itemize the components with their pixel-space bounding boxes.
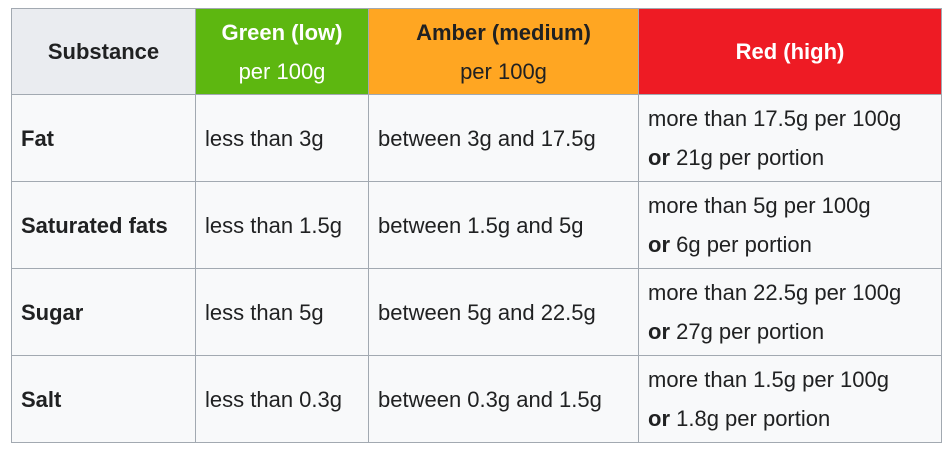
green-cell: less than 1.5g xyxy=(195,181,369,269)
header-red: Red (high) xyxy=(638,8,942,95)
amber-cell: between 0.3g and 1.5g xyxy=(368,355,639,443)
red-cell: more than 22.5g per 100g or 27g per port… xyxy=(638,268,942,356)
red-cell: more than 5g per 100g or 6g per portion xyxy=(638,181,942,269)
red-cell-portion: 1.8g per portion xyxy=(670,406,831,431)
amber-cell: between 3g and 17.5g xyxy=(368,94,639,182)
or-word: or xyxy=(648,232,670,257)
red-cell-line1: more than 22.5g per 100g xyxy=(648,280,902,305)
red-cell-portion: 21g per portion xyxy=(670,145,825,170)
red-cell-line1: more than 1.5g per 100g xyxy=(648,367,889,392)
amber-cell: between 1.5g and 5g xyxy=(368,181,639,269)
row-substance: Salt xyxy=(11,355,196,443)
red-cell: more than 1.5g per 100g or 1.8g per port… xyxy=(638,355,942,443)
row-substance: Saturated fats xyxy=(11,181,196,269)
green-cell: less than 3g xyxy=(195,94,369,182)
green-cell: less than 0.3g xyxy=(195,355,369,443)
header-green-title: Green (low) xyxy=(221,19,343,45)
traffic-light-table: Substance Green (low) per 100g Amber (me… xyxy=(11,8,942,443)
row-substance: Fat xyxy=(11,94,196,182)
table-row: Salt less than 0.3g between 0.3g and 1.5… xyxy=(11,355,942,443)
green-cell: less than 5g xyxy=(195,268,369,356)
header-green: Green (low) per 100g xyxy=(195,8,369,95)
red-cell-line2: or 21g per portion xyxy=(648,138,932,177)
header-green-subtitle: per 100g xyxy=(238,58,326,84)
header-amber-title: Amber (medium) xyxy=(416,19,591,45)
amber-cell: between 5g and 22.5g xyxy=(368,268,639,356)
header-red-title: Red (high) xyxy=(735,39,845,64)
red-cell-line2: or 1.8g per portion xyxy=(648,399,932,438)
header-substance-label: Substance xyxy=(47,39,160,64)
red-cell-line2: or 6g per portion xyxy=(648,225,932,264)
header-amber-subtitle: per 100g xyxy=(460,58,547,84)
row-substance: Sugar xyxy=(11,268,196,356)
table-row: Sugar less than 5g between 5g and 22.5g … xyxy=(11,268,942,356)
header-substance: Substance xyxy=(11,8,196,95)
or-word: or xyxy=(648,319,670,344)
red-cell-line1: more than 17.5g per 100g xyxy=(648,106,902,131)
red-cell-line1: more than 5g per 100g xyxy=(648,193,871,218)
red-cell-portion: 27g per portion xyxy=(670,319,825,344)
table-header-row: Substance Green (low) per 100g Amber (me… xyxy=(11,8,942,95)
red-cell-line2: or 27g per portion xyxy=(648,312,932,351)
red-cell-portion: 6g per portion xyxy=(670,232,812,257)
red-cell: more than 17.5g per 100g or 21g per port… xyxy=(638,94,942,182)
table-row: Saturated fats less than 1.5g between 1.… xyxy=(11,181,942,269)
or-word: or xyxy=(648,145,670,170)
table-row: Fat less than 3g between 3g and 17.5g mo… xyxy=(11,94,942,182)
header-amber: Amber (medium) per 100g xyxy=(368,8,639,95)
or-word: or xyxy=(648,406,670,431)
